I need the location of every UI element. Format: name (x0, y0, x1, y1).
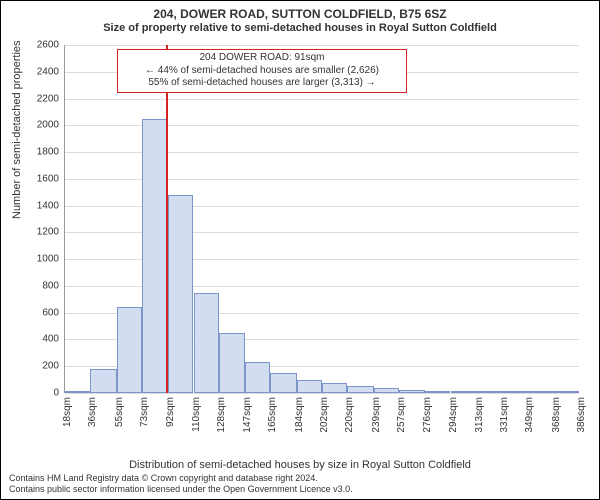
x-tick-label: 239sqm (371, 397, 382, 433)
histogram-bar (270, 373, 297, 393)
x-tick-label: 92sqm (165, 397, 176, 427)
gridline (65, 45, 579, 46)
x-tick-label: 165sqm (267, 397, 278, 433)
y-tick-label: 1200 (25, 227, 59, 238)
x-tick-label: 313sqm (474, 397, 485, 433)
callout-line2: ← 44% of semi-detached houses are smalle… (126, 65, 398, 78)
x-tick-label: 128sqm (216, 397, 227, 433)
x-axis-title: Distribution of semi-detached houses by … (1, 459, 599, 471)
histogram-bar (374, 388, 399, 393)
callout-line1: 204 DOWER ROAD: 91sqm (126, 52, 398, 65)
chart-area: 0200400600800100012001400160018002000220… (65, 45, 579, 393)
histogram-bar (527, 391, 554, 393)
y-tick-label: 1400 (25, 200, 59, 211)
gridline (65, 99, 579, 100)
histogram-bar (554, 391, 579, 393)
x-tick-label: 55sqm (114, 397, 125, 427)
histogram-bar (297, 380, 322, 393)
plot-region: 0200400600800100012001400160018002000220… (65, 45, 579, 393)
x-tick-label: 257sqm (396, 397, 407, 433)
x-tick-label: 331sqm (499, 397, 510, 433)
histogram-bar (194, 293, 219, 393)
title-subtitle: Size of property relative to semi-detach… (9, 22, 591, 36)
x-tick-label: 276sqm (422, 397, 433, 433)
x-tick-label: 18sqm (62, 397, 73, 427)
y-axis-line (64, 45, 65, 393)
chart-container: 204, DOWER ROAD, SUTTON COLDFIELD, B75 6… (0, 0, 600, 500)
x-tick-label: 36sqm (87, 397, 98, 427)
histogram-bar (117, 307, 142, 393)
y-tick-label: 0 (25, 388, 59, 399)
y-tick-label: 2200 (25, 93, 59, 104)
histogram-bar (90, 369, 117, 393)
attribution-line1: Contains HM Land Registry data © Crown c… (9, 473, 353, 484)
x-tick-label: 147sqm (242, 397, 253, 433)
histogram-bar (322, 383, 347, 393)
y-tick-label: 2000 (25, 120, 59, 131)
attribution: Contains HM Land Registry data © Crown c… (9, 473, 353, 495)
y-tick-label: 800 (25, 280, 59, 291)
y-axis-title: Number of semi-detached properties (11, 40, 23, 219)
x-tick-label: 386sqm (576, 397, 587, 433)
title-address: 204, DOWER ROAD, SUTTON COLDFIELD, B75 6… (9, 7, 591, 22)
callout-line3: 55% of semi-detached houses are larger (… (126, 77, 398, 90)
y-tick-label: 600 (25, 307, 59, 318)
histogram-bar (245, 362, 270, 393)
y-tick-label: 1600 (25, 173, 59, 184)
x-tick-label: 202sqm (319, 397, 330, 433)
histogram-bar (168, 195, 193, 393)
histogram-bar (219, 333, 246, 393)
histogram-bar (65, 391, 90, 393)
x-tick-label: 220sqm (344, 397, 355, 433)
attribution-line2: Contains public sector information licen… (9, 484, 353, 495)
y-tick-label: 2400 (25, 66, 59, 77)
y-tick-label: 1800 (25, 147, 59, 158)
histogram-bar (451, 391, 478, 393)
x-tick-label: 368sqm (551, 397, 562, 433)
histogram-bar (425, 391, 450, 393)
histogram-bar (347, 386, 374, 393)
y-tick-label: 200 (25, 361, 59, 372)
x-tick-label: 110sqm (191, 397, 202, 432)
x-tick-label: 184sqm (294, 397, 305, 433)
histogram-bar (477, 391, 502, 393)
titles-block: 204, DOWER ROAD, SUTTON COLDFIELD, B75 6… (9, 7, 591, 36)
x-tick-label: 349sqm (524, 397, 535, 433)
callout-box: 204 DOWER ROAD: 91sqm ← 44% of semi-deta… (117, 49, 407, 93)
property-marker-line (166, 45, 168, 393)
x-tick-label: 73sqm (139, 397, 150, 427)
y-tick-label: 2600 (25, 40, 59, 51)
x-tick-label: 294sqm (448, 397, 459, 433)
histogram-bar (502, 391, 527, 393)
gridline (65, 393, 579, 394)
histogram-bar (142, 119, 169, 393)
histogram-bar (399, 390, 426, 393)
y-tick-label: 1000 (25, 254, 59, 265)
y-tick-label: 400 (25, 334, 59, 345)
